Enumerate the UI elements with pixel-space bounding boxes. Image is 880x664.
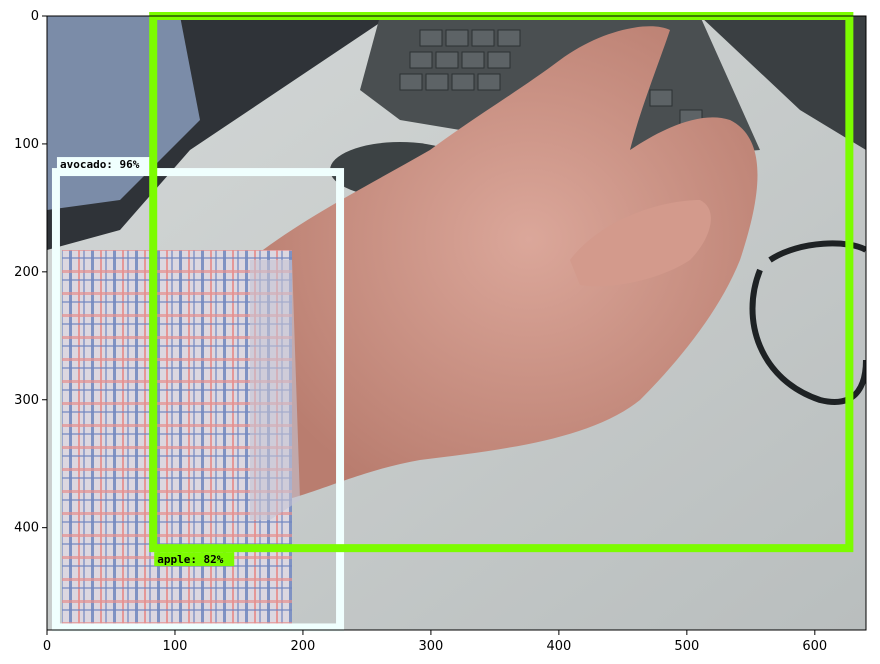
y-tick-label: 0 <box>31 9 39 24</box>
x-tick-label: 100 <box>163 639 188 654</box>
detection-label-bg <box>154 552 235 567</box>
y-tick-label: 200 <box>14 265 39 280</box>
axes-frame <box>46 15 867 631</box>
x-axis: 0 100 200 300 400 500 600 <box>43 630 827 654</box>
hand <box>250 26 758 500</box>
y-tick-label: 300 <box>14 393 39 408</box>
y-axis: 0 100 200 300 400 <box>14 9 47 536</box>
detection-label: avocado: 96% <box>60 158 140 171</box>
detection-box <box>51 168 345 632</box>
thumb <box>570 200 711 287</box>
y-tick-label: 100 <box>14 137 39 152</box>
shirt-cuff-edge <box>250 260 300 520</box>
x-tick-label: 400 <box>546 639 571 654</box>
y-tick-label: 400 <box>14 521 39 536</box>
cable <box>749 240 866 405</box>
x-tick-label: 300 <box>418 639 443 654</box>
photo <box>47 16 866 630</box>
x-tick-label: 500 <box>674 639 699 654</box>
detection-label: apple: 82% <box>157 553 224 566</box>
x-tick-label: 600 <box>802 639 827 654</box>
second-keyboard <box>700 16 866 150</box>
detection-label-bg <box>56 157 153 172</box>
x-tick-label: 0 <box>43 639 51 654</box>
x-tick-label: 200 <box>291 639 316 654</box>
